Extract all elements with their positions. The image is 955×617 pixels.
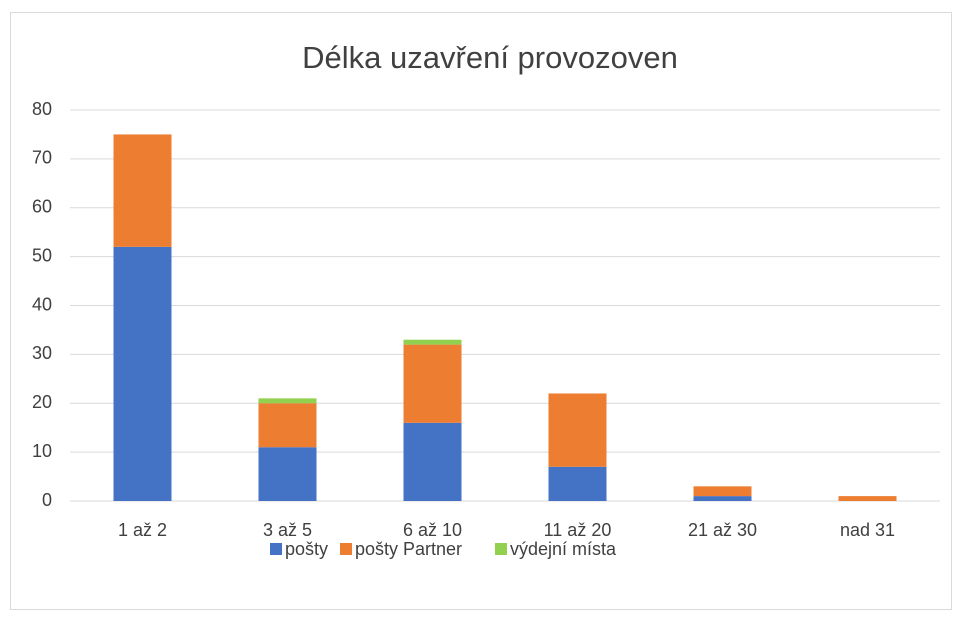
bar-segment <box>403 339 462 345</box>
legend-swatch <box>340 543 352 555</box>
y-tick-label: 50 <box>32 245 52 265</box>
y-tick-label: 40 <box>32 294 52 314</box>
bar-segment <box>113 246 172 501</box>
y-tick-label: 10 <box>32 441 52 461</box>
legend-label: pošty Partner <box>355 539 462 559</box>
x-tick-label: 11 až 20 <box>544 520 612 540</box>
legend-label: pošty <box>285 539 328 559</box>
x-tick-label: nad 31 <box>840 520 895 540</box>
x-tick-label: 6 až 10 <box>403 520 462 540</box>
bar-segment <box>258 398 317 404</box>
y-tick-label: 20 <box>32 392 52 412</box>
legend-swatch <box>270 543 282 555</box>
legend-label: výdejní místa <box>510 539 617 559</box>
bar-segment <box>403 422 462 501</box>
x-tick-label: 1 až 2 <box>118 520 167 540</box>
bar-segment <box>693 496 752 501</box>
x-tick-label: 3 až 5 <box>263 520 312 540</box>
x-tick-label: 21 až 30 <box>688 520 757 540</box>
bar-segment <box>693 486 752 497</box>
bar-segment <box>838 496 897 501</box>
bar-segment <box>258 447 317 501</box>
y-tick-label: 70 <box>32 148 52 168</box>
y-tick-label: 0 <box>42 490 52 510</box>
y-tick-label: 60 <box>32 197 52 217</box>
chart-title: Délka uzavření provozoven <box>302 40 678 75</box>
bar-segment <box>258 403 317 448</box>
bar-segment <box>403 344 462 423</box>
y-tick-label: 30 <box>32 343 52 363</box>
bar-segment <box>548 393 607 467</box>
legend-swatch <box>495 543 507 555</box>
bar-segment <box>113 134 172 247</box>
bar-segment <box>548 466 607 501</box>
y-tick-label: 80 <box>32 99 52 119</box>
